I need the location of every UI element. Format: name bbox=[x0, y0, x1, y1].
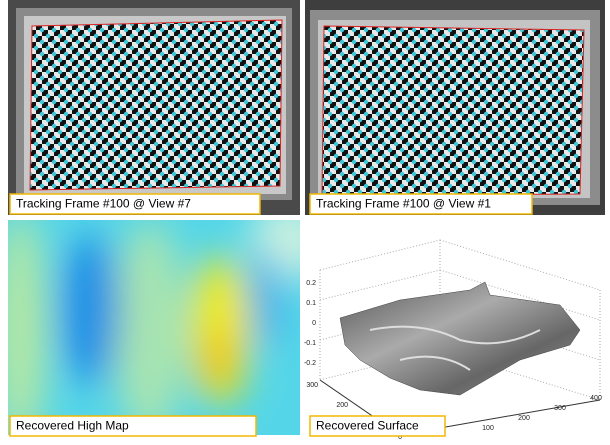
x-tick-label: 300 bbox=[554, 405, 566, 412]
z-tick-label: 0.2 bbox=[306, 280, 316, 287]
z-tick-label: -0.2 bbox=[304, 360, 316, 367]
x-tick-label: 100 bbox=[482, 425, 494, 432]
page: 0.20.10-0.1-0.23002001000100200300400 Tr… bbox=[0, 0, 610, 440]
caption: Tracking Frame #100 @ View #7 bbox=[16, 197, 191, 211]
y-tick-label: 300 bbox=[306, 382, 318, 389]
y-tick-label: 200 bbox=[336, 402, 348, 409]
tracking-image-view7 bbox=[8, 0, 300, 215]
z-tick-label: -0.1 bbox=[304, 340, 316, 347]
z-tick-label: 0.1 bbox=[306, 300, 316, 307]
x-tick-label: 200 bbox=[518, 415, 530, 422]
figure: 0.20.10-0.1-0.23002001000100200300400 Tr… bbox=[0, 0, 610, 440]
tracking-image-view1 bbox=[305, 0, 605, 215]
height-map bbox=[0, 200, 330, 440]
surface bbox=[340, 282, 580, 395]
caption: Recovered Surface bbox=[316, 419, 419, 433]
caption: Tracking Frame #100 @ View #1 bbox=[316, 197, 491, 211]
z-tick-label: 0 bbox=[312, 320, 316, 327]
x-tick-label: 400 bbox=[590, 395, 602, 402]
caption: Recovered High Map bbox=[16, 419, 129, 433]
